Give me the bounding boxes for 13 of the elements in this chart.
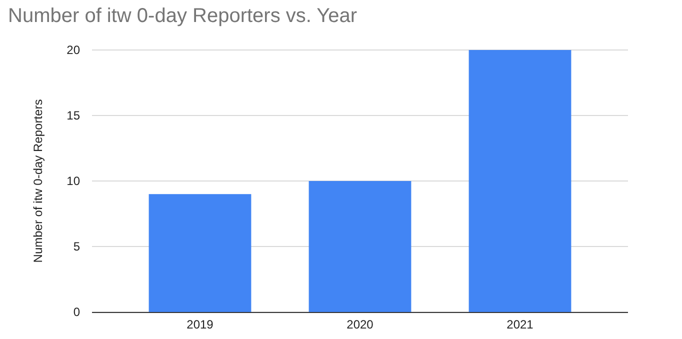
y-tick-label: 0 <box>73 304 80 319</box>
y-axis-title: Number of itw 0-day Reporters <box>31 99 45 263</box>
y-tick-label: 20 <box>66 42 80 57</box>
y-tick-label: 15 <box>66 108 80 122</box>
bar <box>308 181 412 312</box>
x-tick-label: 2020 <box>346 318 374 332</box>
x-tick-label: 2021 <box>506 318 534 332</box>
bar <box>148 194 252 312</box>
x-tick-label: 2019 <box>186 318 214 332</box>
y-tick-label: 5 <box>73 239 80 254</box>
chart-title: Number of itw 0-day Reporters vs. Year <box>8 5 358 27</box>
y-tick-label: 10 <box>66 174 80 188</box>
bar <box>468 50 572 312</box>
